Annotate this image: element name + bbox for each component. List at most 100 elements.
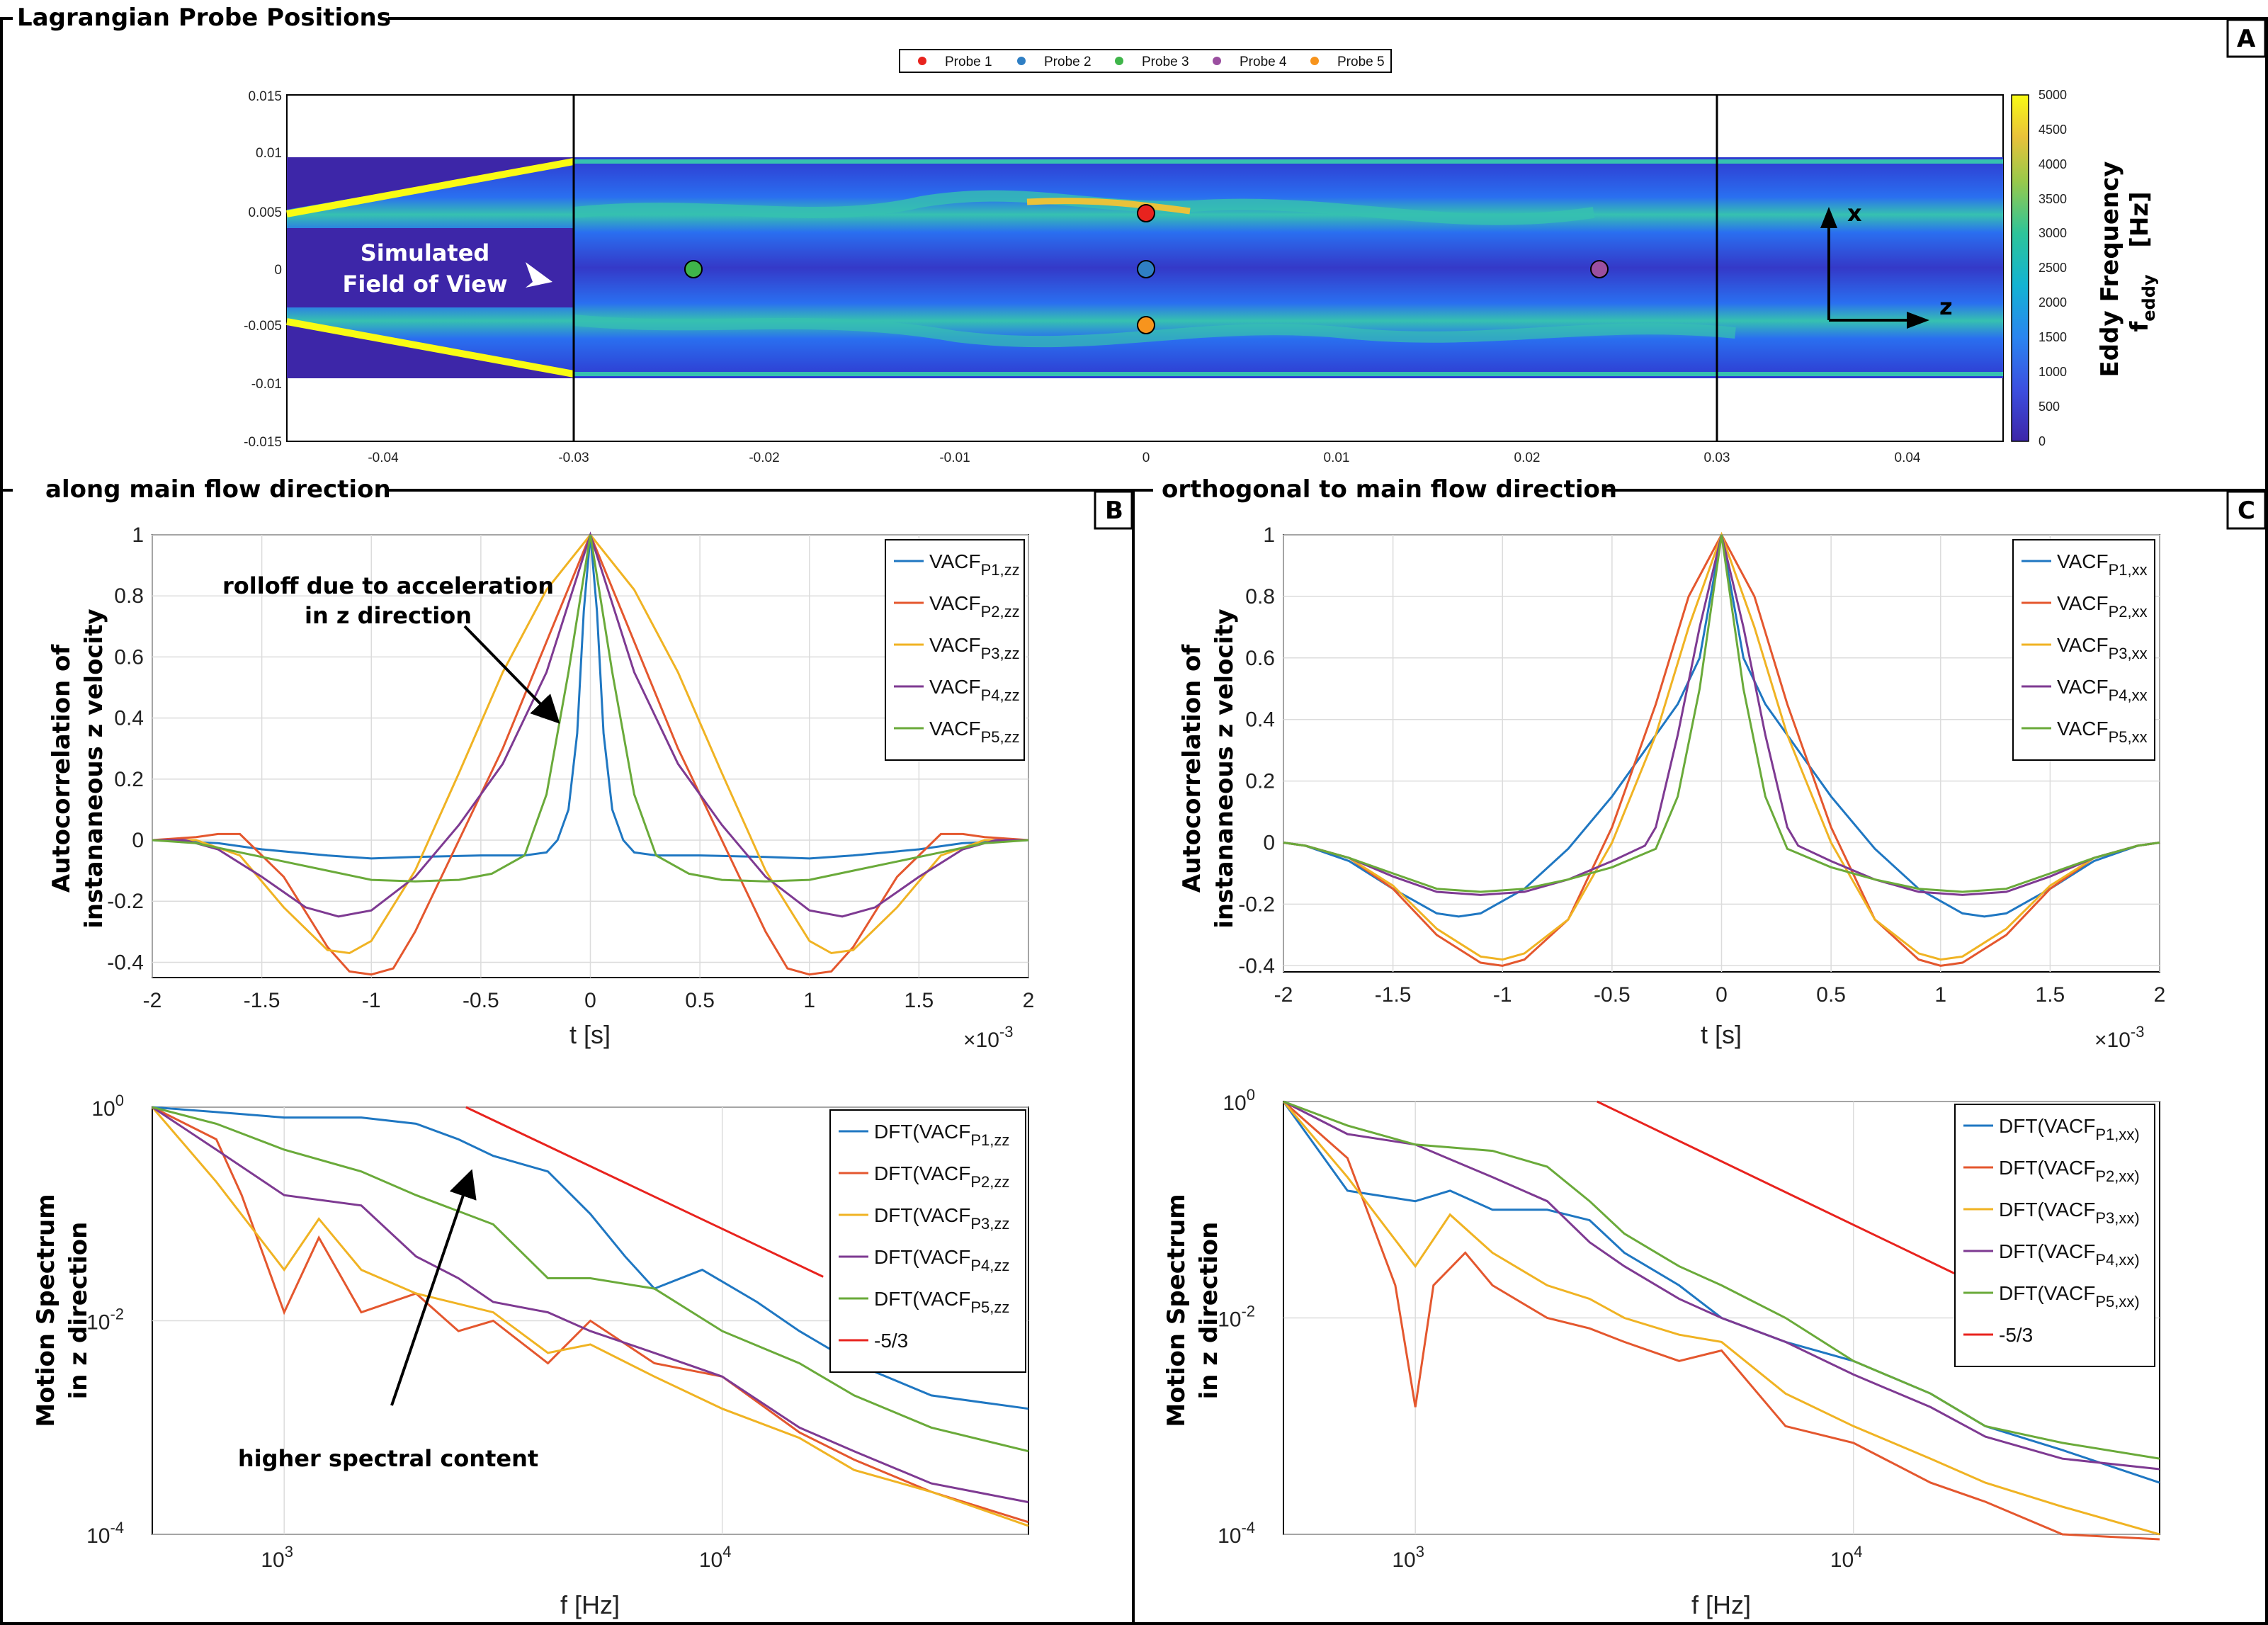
x-tick-label: -1.5: [244, 989, 280, 1012]
probe-5-marker: [1137, 316, 1155, 334]
x-tick-label: 0.5: [1816, 983, 1846, 1007]
c-spectrum-y-ticks: 100 10-2 10-4: [1218, 1086, 1255, 1548]
y-tick-label: 0: [1263, 832, 1275, 855]
panel-a-letter-box: [2226, 18, 2267, 58]
legend-label: VACFP5,xx: [2057, 718, 2148, 746]
legend-box: [1954, 1104, 2155, 1367]
x-tick-label: 103: [261, 1543, 293, 1572]
y-tick-label: 0.4: [1245, 708, 1275, 732]
a-ytick: 0.01: [256, 146, 282, 161]
y-tick-label: 100: [1223, 1086, 1255, 1115]
panel-c-title: orthogonal to main flow direction: [1162, 475, 1617, 504]
colorbar-tick: 1500: [2039, 330, 2067, 344]
c-vacf-series: [1283, 531, 2160, 967]
legend-probe5-marker: [1310, 57, 1319, 65]
b-spectrum-legend: DFT(VACFP1,zz DFT(VACFP2,zz DFT(VACFP3,zz D…: [829, 1109, 1026, 1373]
series-line-4: [1283, 1100, 2160, 1471]
legend-probe5-label: Probe 5: [1337, 55, 1385, 69]
b-vacf-chart: -2 -1.5 -1 -0.5 0 0.5 1 1.5 2 1 0.8 0.6 0.4 0.2 0 -0.2…: [47, 523, 1034, 1052]
colorbar-tick: 5000: [2039, 88, 2067, 102]
legend-probe1-marker: [918, 57, 926, 65]
b-spectrum-chart: 103 104 100 10-2 10-4 f [Hz] Motion Spectru…: [32, 1092, 1029, 1619]
legend-label: -5/3: [874, 1330, 908, 1352]
b-vacf-legend: VACFP1,zz VACFP2,zz VACFP3,zz VACFP4,zz VACF…: [885, 539, 1025, 761]
colorbar-tick: 2000: [2039, 295, 2067, 310]
probe-2-marker: [1137, 260, 1155, 278]
x-tick-label: -0.5: [1594, 983, 1631, 1007]
series-line-6: [1597, 1100, 1955, 1274]
b-vacf-x-ticks: -2 -1.5 -1 -0.5 0 0.5 1 1.5 2: [143, 989, 1035, 1012]
legend-label: -5/3: [1999, 1324, 2033, 1346]
a-xtick: 0.01: [1324, 451, 1350, 465]
series-line-3: [151, 1106, 1029, 1527]
legend-probe2-label: Probe 2: [1044, 55, 1092, 69]
x-tick-label: 2: [1023, 989, 1035, 1012]
panel-b: along main flow direction B -2 -1.5 -1 -0.5…: [0, 475, 1135, 1625]
legend-probe3-marker: [1115, 57, 1123, 65]
y-tick-label: 10-2: [1218, 1303, 1255, 1332]
panel-a-title: Lagrangian Probe Positions: [17, 4, 391, 32]
c-spectrum-xlabel: f [Hz]: [1691, 1590, 1751, 1619]
fov-label-line1: Simulated: [361, 239, 490, 266]
panel-b-letter: B: [1105, 497, 1123, 525]
x-tick-label: 0: [584, 989, 596, 1012]
legend-label: DFT(VACFP3,xx): [1999, 1199, 2140, 1227]
c-spectrum-ylabel-1: Motion Spectrum: [1162, 1194, 1191, 1427]
legend-label: DFT(VACFP5,xx): [1999, 1282, 2140, 1310]
axis-x-label: x: [1847, 200, 1862, 227]
lower-shear-layer: [573, 315, 1736, 348]
x-tick-label: 1.5: [905, 989, 934, 1012]
legend-probe1-label: Probe 1: [945, 55, 992, 69]
legend-label: DFT(VACFP1,xx): [1999, 1115, 2140, 1143]
legend-label: DFT(VACFP4,xx): [1999, 1240, 2140, 1269]
fov-label-line2: Field of View: [342, 271, 507, 298]
c-vacf-y-ticks: 1 0.8 0.6 0.4 0.2 0 -0.2 -0.4: [1238, 523, 1275, 978]
inlet-upper-jet: [286, 158, 574, 217]
a-ytick: -0.015: [244, 435, 282, 450]
b-spectrum-ylabel: Motion Spectrum in z direction: [32, 1194, 93, 1427]
b-spectrum-xlabel: f [Hz]: [560, 1590, 620, 1619]
a-xtick: 0: [1142, 451, 1150, 465]
y-tick-label: 1: [1263, 523, 1275, 547]
c-spectrum-grid: [1283, 1101, 2160, 1535]
legend-label: VACFP4,zz: [929, 676, 1020, 704]
x-tick-label: 1.5: [2036, 983, 2065, 1007]
panel-a-title-bg: [13, 3, 388, 34]
a-xtick: 0.03: [1704, 451, 1730, 465]
colorbar-tick: 1000: [2039, 365, 2067, 379]
probe-4-marker: [1590, 260, 1609, 278]
legend-probe2-marker: [1017, 57, 1026, 65]
x-tick-label: -0.5: [463, 989, 499, 1012]
axis-z-label: z: [1939, 293, 1953, 320]
legend-label: DFT(VACFP2,xx): [1999, 1157, 2140, 1185]
flow-field-plot: Simulated Field of View x z: [286, 94, 2004, 442]
series-line-4: [152, 1106, 1029, 1504]
panel-c-title-bg: [1153, 475, 1605, 506]
c-vacf-ylabel-2: instananeous z velocity: [1210, 608, 1239, 928]
y-tick-label: 0.6: [114, 645, 144, 669]
c-vacf-exponent: ×10-3: [2094, 1023, 2144, 1052]
panel-b-title: along main flow direction: [45, 475, 391, 504]
a-xtick: 0.04: [1895, 451, 1921, 465]
axis-x-arrowhead-icon: [1820, 207, 1837, 228]
colorbar-var: feddy: [2126, 274, 2159, 332]
series-line-5: [152, 1106, 1029, 1453]
y-tick-label: -0.4: [107, 951, 144, 974]
y-tick-label: 0.6: [1245, 647, 1275, 670]
y-tick-label: 1: [132, 523, 144, 547]
series-line-5: [152, 534, 1029, 883]
x-tick-label: 0.5: [685, 989, 715, 1012]
c-vacf-xlabel: t [s]: [1701, 1020, 1742, 1049]
x-tick-label: 104: [699, 1543, 732, 1572]
probe-3-marker: [684, 260, 703, 278]
a-ytick: 0.005: [248, 205, 282, 220]
y-tick-label: -0.4: [1238, 954, 1275, 978]
colorbar-unit: [Hz]: [2126, 191, 2154, 247]
legend-label: VACFP2,zz: [929, 592, 1020, 621]
x-tick-label: 103: [1392, 1543, 1424, 1572]
legend-label: VACFP1,zz: [929, 550, 1020, 579]
x-tick-label: -1.5: [1375, 983, 1412, 1007]
x-tick-label: 1: [1934, 983, 1946, 1007]
inlet-upper-wedge: [287, 157, 574, 210]
